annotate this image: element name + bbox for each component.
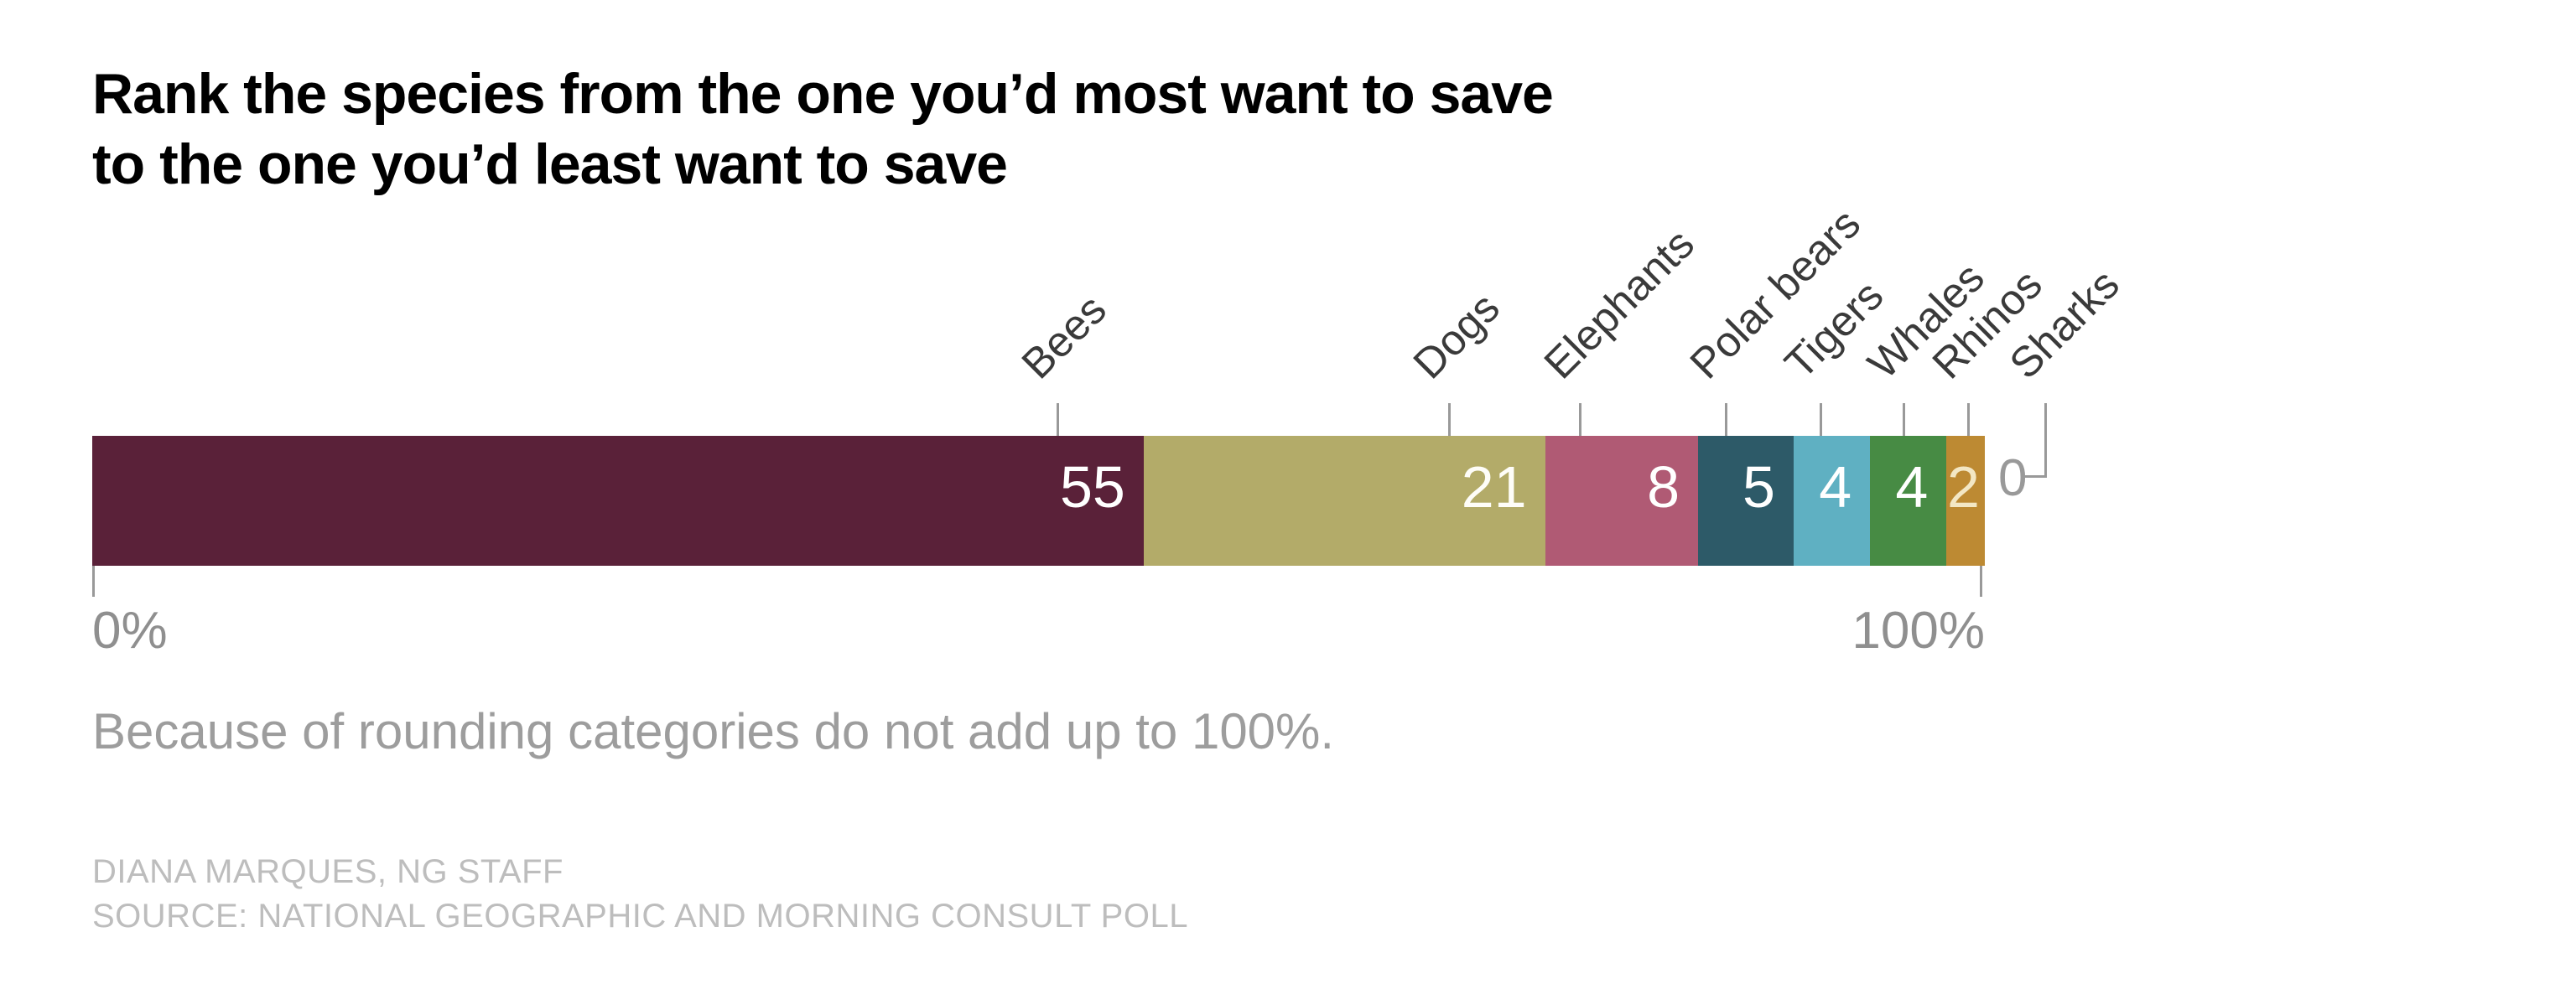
segment-value-rhinos: 2 — [1947, 454, 1980, 520]
label-tick-tigers — [1819, 403, 1822, 436]
category-label-elephants: Elephants — [1535, 219, 1704, 388]
segment-value-whales: 4 — [1895, 454, 1929, 520]
label-tick-bees — [1057, 403, 1060, 436]
axis-tick-start — [92, 566, 95, 597]
bar-segment-dogs: 21 — [1143, 436, 1545, 566]
label-tick-polar-bears — [1724, 403, 1727, 436]
label-elbow-vertical-sharks — [2044, 403, 2048, 478]
segment-value-bees: 55 — [1060, 454, 1125, 520]
bar-segment-rhinos: 2 — [1946, 436, 1985, 566]
axis-label-start: 0% — [92, 602, 168, 660]
stacked-bar: 55 21 8 5 4 4 2 — [92, 436, 1985, 566]
segment-value-sharks: 0 — [1998, 449, 2028, 507]
segment-value-dogs: 21 — [1461, 454, 1527, 520]
bar-segment-bees: 55 — [92, 436, 1144, 566]
label-elbow-horizontal-sharks — [2025, 475, 2046, 478]
bar-segment-elephants: 8 — [1545, 436, 1698, 566]
footnote: Because of rounding categories do not ad… — [92, 703, 1335, 759]
segment-value-elephants: 8 — [1647, 454, 1680, 520]
label-tick-rhinos — [1966, 403, 1970, 436]
label-tick-elephants — [1579, 403, 1581, 436]
axis-tick-end — [1980, 566, 1982, 597]
bar-segment-whales: 4 — [1870, 436, 1947, 566]
bar-segment-tigers: 4 — [1793, 436, 1871, 566]
label-tick-dogs — [1448, 403, 1452, 436]
credits: DIANA MARQUES, NG STAFF SOURCE: NATIONAL… — [92, 850, 1188, 939]
chart-title-line-1: Rank the species from the one you’d most… — [92, 62, 1554, 126]
axis-label-end: 100% — [1852, 602, 1985, 660]
segment-value-polar-bears: 5 — [1742, 454, 1775, 520]
bar-segment-polar-bears: 5 — [1698, 436, 1794, 566]
chart-area: 55 21 8 5 4 4 2 Bees Dogs Elephants Polar bears Ti… — [92, 0, 2128, 984]
category-label-bees: Bees — [1012, 285, 1115, 388]
chart-title-line-2: to the one you’d least want to save — [92, 132, 1008, 196]
credit-source: SOURCE: NATIONAL GEOGRAPHIC AND MORNING … — [92, 898, 1188, 935]
label-tick-whales — [1902, 403, 1905, 436]
chart-title: Rank the species from the one you’d most… — [92, 59, 1554, 199]
credit-author: DIANA MARQUES, NG STAFF — [92, 853, 564, 890]
category-label-dogs: Dogs — [1404, 283, 1509, 388]
segment-value-tigers: 4 — [1819, 454, 1852, 520]
